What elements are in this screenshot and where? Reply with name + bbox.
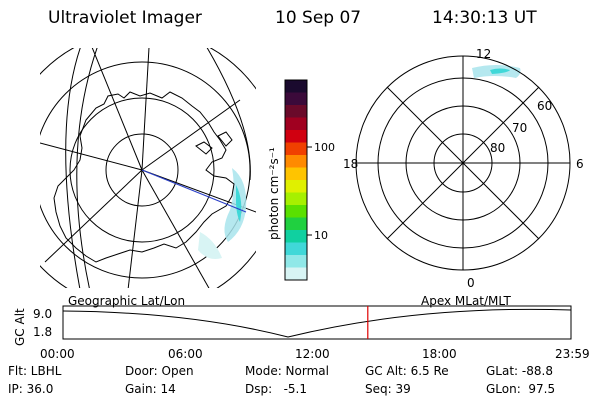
colorbar-cell (285, 230, 307, 243)
mlt-line-diagonal (386, 86, 540, 240)
mlt-label-12: 12 (476, 47, 491, 61)
meridian-line (141, 99, 241, 171)
instrument-title: Ultraviolet Imager (48, 8, 202, 28)
status-flt: Flt: LBHL (8, 364, 62, 378)
time-tick-0600: 06:00 (168, 347, 203, 361)
header-date: 10 Sep 07 (275, 8, 361, 28)
colorbar-cell (285, 105, 307, 118)
colorbar-cell (285, 180, 307, 193)
status-door: Door: Open (125, 364, 194, 378)
meridian-line (91, 48, 143, 171)
colorbar-tick-label: 100 (314, 141, 335, 154)
antarctica-coastline (53, 91, 235, 263)
status-ip: IP: 36.0 (8, 382, 53, 396)
status-dsp: Dsp: -5.1 (245, 382, 307, 396)
lat-circle (105, 133, 179, 207)
colorbar-frame (284, 79, 308, 281)
altitude-axis-label: GC Alt (13, 308, 27, 346)
altitude-curve (62, 308, 572, 338)
aurora-glow-polar (490, 68, 510, 74)
lat-circle (69, 97, 215, 243)
colorbar-cell (285, 255, 307, 268)
colorbar: 100 10 photon cm⁻²s⁻¹ (267, 79, 335, 281)
mlt-label-18: 18 (343, 157, 358, 171)
colorbar-unit-label: photon cm⁻²s⁻¹ (267, 147, 281, 240)
colorbar-cell (285, 205, 307, 218)
geo-map-label: Geographic Lat/Lon (68, 294, 185, 308)
coastline-island (195, 141, 213, 155)
meridian-arc (65, 48, 81, 288)
colorbar-cell (285, 192, 307, 206)
polar-plot-label: Apex MLat/MLT (421, 294, 511, 308)
status-gc-alt: GC Alt: 6.5 Re (365, 364, 449, 378)
header-time: 14:30:13 UT (432, 8, 537, 28)
meridian-line (40, 142, 143, 171)
status-glon: GLon: 97.5 (486, 382, 555, 396)
time-tick-1800: 18:00 (422, 347, 457, 361)
colorbar-gradient (285, 80, 307, 281)
colorbar-cell (285, 130, 307, 143)
colorbar-cell (285, 117, 307, 131)
time-tick-2359: 23:59 (555, 347, 590, 361)
aurora-glow-geo (198, 168, 247, 259)
status-seq: Seq: 39 (365, 382, 411, 396)
mlt-label-0: 0 (467, 276, 475, 290)
time-tick-0000: 00:00 (40, 347, 75, 361)
geographic-map (40, 48, 256, 288)
colorbar-cell (285, 267, 307, 281)
meridian-arc (206, 48, 251, 181)
altitude-plot-frame (62, 305, 572, 340)
meridian-line (141, 48, 150, 171)
satellite-track (141, 169, 247, 213)
meridian-line (127, 169, 143, 288)
colorbar-cell (285, 242, 307, 256)
altitude-tick-top: 9.0 (33, 307, 52, 321)
meridian-arc (76, 48, 98, 288)
colorbar-cell (285, 155, 307, 168)
mlt-label-6: 6 (576, 157, 584, 171)
mlat-label-80: 80 (490, 141, 505, 155)
header: Ultraviolet Imager 10 Sep 07 14:30:13 UT (48, 8, 537, 28)
meridian-line (44, 169, 143, 263)
time-tick-1200: 12:00 (295, 347, 330, 361)
colorbar-cell (285, 80, 307, 93)
meridian-line (141, 169, 210, 288)
colorbar-cell (285, 217, 307, 231)
polar-plot: 12 18 6 0 60 70 80 (343, 47, 584, 290)
colorbar-cell (285, 92, 307, 106)
status-glat: GLat: -88.8 (486, 364, 553, 378)
status-gain: Gain: 14 (125, 382, 176, 396)
altitude-tick-bottom: 1.8 (33, 325, 52, 339)
colorbar-tick-label: 10 (314, 229, 328, 242)
status-mode: Mode: Normal (245, 364, 329, 378)
colorbar-cell (285, 167, 307, 181)
colorbar-cell (285, 142, 307, 156)
mlat-label-70: 70 (512, 121, 527, 135)
altitude-plot: Geographic Lat/Lon Apex MLat/MLT GC Alt … (13, 294, 590, 361)
status-panel: Flt: LBHL Door: Open Mode: Normal GC Alt… (8, 364, 555, 396)
coastline-island (217, 131, 233, 147)
mlat-label-60: 60 (537, 99, 552, 113)
